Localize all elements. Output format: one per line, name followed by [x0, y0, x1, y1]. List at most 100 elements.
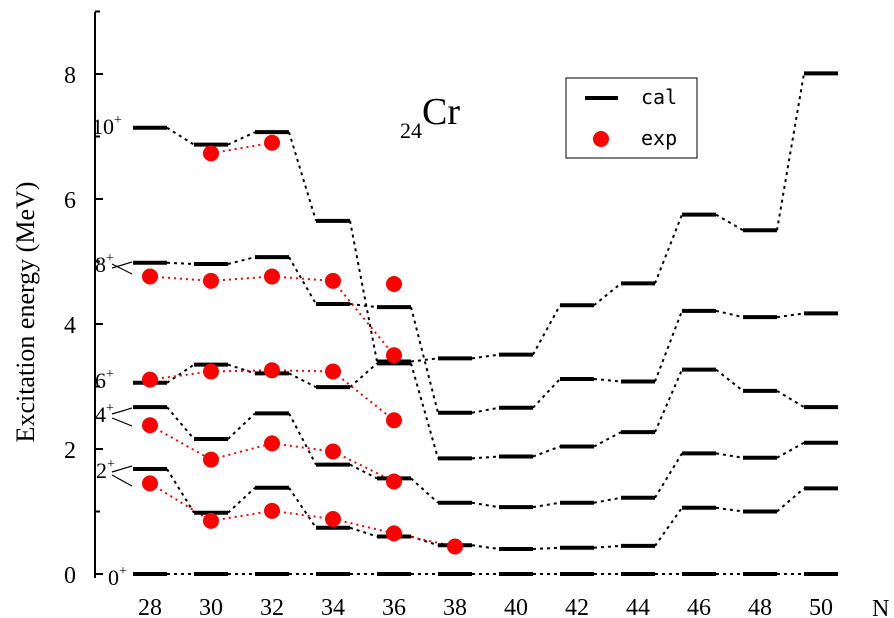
cal-connector-5-1 [227, 131, 256, 146]
exp-point-0-0 [142, 475, 158, 492]
exp-point-2-3 [325, 363, 341, 380]
state-label-0: 0+ [108, 564, 127, 590]
exp-connector-2-3 [332, 370, 395, 422]
y-tick-label-0: 0 [64, 563, 76, 589]
exp-connector-1-0 [149, 424, 212, 461]
cal-connector-2-8 [654, 452, 683, 499]
exp-connector-4-0 [210, 141, 273, 155]
exp-point-1-3 [325, 443, 341, 460]
state-labels: 0+2+4+6+8+10+ [92, 113, 133, 590]
cal-connector-4-10 [776, 312, 805, 319]
cal-connector-5-6 [532, 304, 561, 356]
exp-point-1-0 [142, 417, 158, 434]
state-bracket-2 [111, 263, 133, 275]
exp-point-2-2 [264, 362, 280, 379]
legend: cal exp [565, 77, 698, 159]
state-label-value-3: 6 [95, 368, 106, 393]
cal-connector-4-8 [654, 310, 683, 382]
state-label-2: 4+ [95, 401, 114, 427]
y-tick-label-1: 2 [64, 438, 76, 464]
exp-point-1-1 [203, 451, 219, 468]
exp-point-1-4 [386, 473, 402, 490]
x-tick-label-9: 46 [687, 595, 711, 618]
x-tick-label-2: 32 [260, 595, 284, 618]
cal-connector-5-9 [715, 213, 744, 232]
state-bracket-4 [111, 407, 133, 415]
cal-connector-2-0 [166, 406, 195, 440]
exp-point-4-0 [203, 145, 219, 162]
state-label-3: 6+ [95, 367, 114, 393]
cal-connector-3-9 [715, 368, 744, 392]
cal-connector-2-6 [532, 501, 561, 509]
x-tick-label-11: 50 [809, 595, 833, 618]
exp-connector-3-3 [332, 280, 395, 356]
exp-point-0-1 [203, 512, 219, 529]
x-tick-label-1: 30 [199, 595, 223, 618]
exp-connector-0-1 [210, 509, 273, 522]
exp-connector-0-3 [332, 518, 395, 535]
x-tick-label-0: 28 [138, 595, 162, 618]
exp-point-3-0 [142, 268, 158, 285]
cal-connector-3-3 [349, 362, 378, 388]
exp-point-2-4 [386, 412, 402, 429]
state-label-4: 8+ [95, 251, 114, 277]
cal-connector-4-9 [715, 309, 744, 319]
cal-connector-3-0 [166, 363, 195, 384]
state-label-1: 2+ [96, 457, 115, 483]
cal-connector-1-6 [532, 546, 561, 550]
connector-layer [149, 73, 805, 575]
state-label-parity-3: + [106, 367, 114, 382]
state-label-value-1: 2 [96, 458, 107, 483]
cal-connector-5-8 [654, 214, 683, 284]
legend-exp-swatch [593, 131, 609, 147]
exp-connector-0-2 [271, 509, 334, 520]
cal-connector-1-9 [715, 506, 744, 513]
cal-connector-5-4 [410, 357, 439, 363]
state-label-parity-4: + [106, 251, 114, 266]
exp-connector-1-2 [271, 442, 334, 453]
exp-point-0-2 [264, 502, 280, 519]
exp-connector-1-1 [210, 442, 273, 461]
cal-connector-4-1 [227, 256, 256, 265]
exp-connector-2-0 [149, 370, 212, 381]
state-label-parity-5: + [114, 113, 122, 128]
cal-connector-4-0 [166, 261, 195, 265]
y-tick-label-2: 4 [64, 313, 76, 339]
cal-connector-5-7 [593, 282, 622, 307]
state-label-value-4: 8 [95, 252, 106, 277]
element-subscript: 24 [400, 118, 422, 143]
exp-connector-2-1 [210, 369, 273, 373]
element-label: 24Cr [400, 91, 460, 143]
legend-box [565, 77, 698, 159]
cal-connector-2-7 [593, 496, 622, 504]
cal-connector-2-5 [471, 501, 500, 509]
experimental-points [142, 134, 463, 555]
legend-cal-label: cal [641, 85, 677, 109]
cal-connector-1-3 [349, 526, 378, 538]
state-label-parity-2: + [106, 401, 114, 416]
state-label-value-0: 0 [108, 565, 119, 590]
legend-exp-label: exp [641, 126, 677, 150]
cal-connector-3-10 [776, 390, 805, 408]
element-symbol: Cr [422, 91, 460, 133]
cal-connector-3-8 [654, 369, 683, 433]
exp-connector-3-1 [210, 275, 273, 282]
x-tick-label-8: 44 [626, 595, 650, 618]
cal-connector-5-2 [288, 131, 317, 222]
y-tick-label-4: 8 [64, 63, 76, 89]
exp-connector-0-0 [149, 482, 212, 522]
cal-connector-4-4 [410, 306, 439, 413]
cal-connector-1-5 [471, 544, 500, 550]
cal-connector-3-7 [593, 431, 622, 448]
exp-connector-0-4 [393, 532, 456, 548]
exp-point-3-1 [203, 272, 219, 289]
exp-connector-3-0 [149, 275, 212, 282]
state-bracket-3 [111, 465, 133, 473]
cal-connector-1-0 [166, 468, 195, 514]
state-label-parity-1: + [107, 457, 115, 472]
state-bracket-0 [111, 474, 133, 487]
exp-point-3-2 [264, 268, 280, 285]
x-tick-label-5: 38 [443, 595, 467, 618]
cal-connector-3-6 [532, 445, 561, 458]
